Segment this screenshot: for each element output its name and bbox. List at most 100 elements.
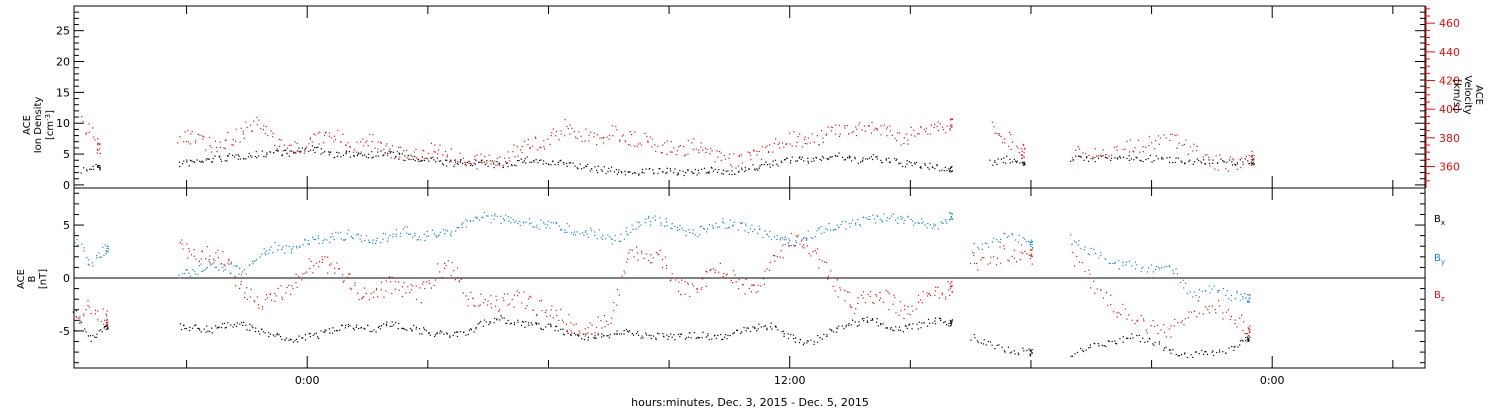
velocity-point-1-46-9: [933, 127, 935, 129]
density-point-0-30-0: [563, 163, 565, 165]
density-point-0-42-4: [763, 163, 765, 166]
by-point-1-27-0: [611, 243, 613, 245]
velocity-point-1-1-8: [208, 136, 211, 138]
by-point-1-3-5: [235, 265, 237, 267]
velocity-point-1-34-7: [737, 165, 739, 167]
by-point-1-19-8: [496, 215, 498, 217]
density-point-0-27-3: [522, 161, 524, 163]
density-point-0-38-4: [698, 172, 700, 174]
density-point-0-12-2: [277, 150, 279, 152]
by-point-1-1-5: [202, 270, 204, 272]
bx-point-1-38-2: [793, 338, 795, 340]
bx-point-1-43-1: [871, 318, 874, 320]
velocity-point-2-1-6: [1017, 147, 1019, 149]
by-point-1-36-9: [770, 239, 772, 241]
by-point-2-3-3: [1029, 242, 1031, 244]
by-point-1-24-9: [579, 233, 581, 235]
bz-point-1-25-2: [584, 335, 586, 337]
bz-point-3-7-1: [1215, 312, 1217, 314]
bx-point-0-1-5: [98, 330, 100, 332]
density-point-0-22-4: [443, 164, 445, 166]
density-point-2-1-1: [1094, 161, 1096, 163]
density-point-0-30-8: [577, 168, 579, 170]
bx-point-1-15-8: [434, 335, 436, 337]
density-unit-end: ]: [45, 110, 56, 114]
velocity-point-0-0-2: [85, 132, 87, 134]
bx-point-1-47-8: [948, 325, 950, 327]
velocity-point-1-36-4: [765, 146, 767, 149]
by-point-3-6-4: [1198, 296, 1200, 298]
by-point-3-6-8: [1208, 285, 1210, 287]
velocity-point-1-3-5: [235, 140, 237, 142]
by-point-1-32-7: [703, 228, 706, 230]
density-point-0-48-8: [867, 158, 869, 160]
by-point-1-16-2: [437, 235, 439, 237]
velocity-point-1-35-8: [752, 149, 755, 151]
velocity-point-1-36-2: [760, 158, 763, 161]
by-point-1-2-1: [211, 263, 213, 265]
density-point-0-18-0: [371, 151, 373, 153]
bz-point-1-28-1: [629, 249, 631, 251]
by-point-1-46-4: [924, 224, 926, 226]
bz-point-1-16-7: [445, 265, 447, 267]
bz-point-1-45-6: [911, 305, 913, 307]
density-point-1-0-9: [1005, 162, 1007, 164]
by-point-1-33-7: [722, 221, 724, 223]
velocity-point-1-30-8: [673, 147, 675, 149]
density-point-0-13-0: [291, 150, 293, 152]
by-point-3-5-1: [1173, 272, 1175, 275]
velocity-point-2-2-7: [1021, 154, 1023, 156]
velocity-point-1-4-8: [256, 124, 258, 126]
velocity-point-1-1-3: [199, 134, 201, 136]
bx-point-1-41-7: [848, 322, 850, 325]
bx-point-1-16-1: [436, 333, 438, 335]
bz-point-1-25-5: [587, 332, 589, 334]
velocity-point-1-5-8: [272, 136, 274, 138]
velocity-point-1-12-9: [386, 143, 388, 145]
density-point-2-8-3: [1236, 163, 1238, 165]
density-point-0-44-9: [803, 160, 805, 162]
bx-point-1-37-8: [787, 333, 789, 335]
bx-point-1-10-5: [347, 323, 350, 326]
density-point-0-52-1: [920, 167, 922, 169]
by-point-1-1-8: [206, 267, 208, 269]
bx-point-1-46-6: [927, 318, 930, 320]
bx-point-1-29-6: [655, 338, 657, 341]
density-point-0-34-2: [631, 173, 634, 175]
density-point-0-18-7: [383, 154, 385, 156]
velocity-point-1-11-0: [356, 151, 358, 153]
velocity-point-1-20-6: [508, 157, 510, 159]
bz-point-1-39-9: [818, 258, 821, 261]
bz-point-1-39-5: [814, 249, 816, 252]
density-point-0-7-3: [200, 161, 202, 163]
velocity-point-3-5-7: [1185, 139, 1187, 141]
bx-point-3-8-1: [1233, 346, 1235, 348]
bz-point-1-7-9: [306, 271, 308, 273]
by-point-1-42-2: [857, 218, 859, 221]
velocity-point-1-30-2: [664, 142, 666, 144]
density-point-0-14-0: [308, 150, 310, 152]
bx-point-1-25-9: [594, 337, 596, 339]
density-point-2-1-2: [1096, 155, 1098, 157]
velocity-point-1-41-0: [838, 135, 841, 137]
velocity-point-1-20-9: [513, 144, 515, 146]
by-point-1-4-0: [242, 271, 244, 273]
bz-point-3-3-7: [1145, 329, 1147, 331]
bz-point-1-15-6: [428, 280, 430, 282]
density-point-0-26-7: [511, 165, 513, 167]
velocity-point-3-4-1: [1154, 148, 1156, 150]
bz-point-1-23-7: [560, 308, 562, 310]
bz-point-1-22-3: [536, 315, 538, 317]
velocity-point-1-2-6: [219, 146, 221, 148]
velocity-point-1-14-6: [413, 151, 415, 153]
bz-point-2-1-0: [990, 256, 992, 258]
bz-point-1-40-2: [825, 262, 827, 264]
by-point-1-41-6: [848, 223, 850, 225]
bz-point-1-35-9: [755, 291, 757, 293]
bz-point-1-16-9: [450, 275, 452, 277]
density-point-0-18-8: [384, 152, 386, 154]
velocity-point-1-7-0: [290, 144, 292, 146]
bz-point-1-42-2: [857, 302, 859, 304]
velocity-point-2-1-2: [1010, 134, 1012, 136]
